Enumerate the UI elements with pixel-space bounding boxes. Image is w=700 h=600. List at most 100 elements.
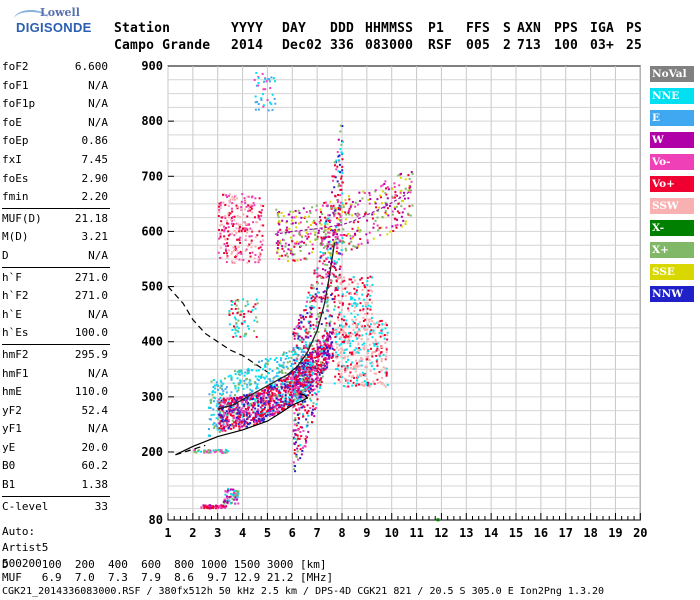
echo-point xyxy=(231,215,234,218)
echo-point xyxy=(337,212,340,215)
echo-point xyxy=(411,172,414,175)
echo-point xyxy=(258,420,261,423)
echo-point xyxy=(299,448,302,451)
echo-point xyxy=(357,203,360,206)
echo-point xyxy=(254,382,257,385)
echo-point xyxy=(268,412,271,415)
echo-point xyxy=(331,272,334,275)
echo-point xyxy=(319,311,322,314)
echo-point xyxy=(263,80,266,83)
echo-point xyxy=(298,394,301,397)
echo-point xyxy=(293,378,296,381)
echo-point xyxy=(210,505,213,508)
echo-point xyxy=(261,408,264,411)
echo-point xyxy=(337,241,340,244)
echo-point xyxy=(328,231,331,234)
echo-point xyxy=(395,226,398,229)
echo-point xyxy=(338,163,341,166)
echo-point xyxy=(399,224,402,227)
echo-point xyxy=(256,100,259,103)
echo-point xyxy=(234,328,237,331)
echo-point xyxy=(293,423,296,426)
echo-point xyxy=(293,393,296,396)
echo-point xyxy=(336,201,339,204)
echo-point xyxy=(307,384,310,387)
echo-point xyxy=(274,393,277,396)
echo-point xyxy=(295,386,298,389)
echo-point xyxy=(255,392,258,395)
echo-point xyxy=(324,317,327,320)
echo-point xyxy=(354,301,357,304)
echo-point xyxy=(320,211,323,214)
echo-point xyxy=(337,276,340,279)
echo-point xyxy=(351,368,354,371)
echo-point xyxy=(232,488,235,491)
header-value-8: 713 xyxy=(517,38,542,53)
echo-point xyxy=(322,276,325,279)
echo-point xyxy=(278,363,281,366)
echo-point xyxy=(227,212,230,215)
echo-point xyxy=(337,138,340,141)
echo-point xyxy=(327,361,330,364)
echo-point xyxy=(284,403,287,406)
echo-point xyxy=(300,382,303,385)
echo-point xyxy=(402,200,405,203)
echo-point xyxy=(303,375,306,378)
echo-point xyxy=(294,429,297,432)
echo-point xyxy=(323,358,326,361)
echo-point xyxy=(339,124,342,127)
echo-point xyxy=(251,211,254,214)
param-row-he: h`E N/A xyxy=(2,306,110,325)
echo-point xyxy=(310,297,313,300)
echo-point xyxy=(221,408,224,411)
echo-point xyxy=(266,99,269,102)
echo-point xyxy=(273,394,276,397)
echo-point xyxy=(359,278,362,281)
echo-point xyxy=(322,354,325,357)
echo-point xyxy=(235,406,238,409)
echo-point xyxy=(336,346,339,349)
echo-point xyxy=(298,339,301,342)
echo-point xyxy=(311,206,314,209)
echo-point xyxy=(362,190,365,193)
echo-point xyxy=(353,365,356,368)
echo-point xyxy=(320,367,323,370)
echo-point xyxy=(237,389,240,392)
echo-point xyxy=(358,347,361,350)
echo-point xyxy=(259,401,262,404)
echo-point xyxy=(246,228,249,231)
echo-point xyxy=(323,290,326,293)
echo-point xyxy=(337,224,340,227)
echo-point xyxy=(245,399,248,402)
echo-point xyxy=(216,428,219,431)
param-value: 20.0 xyxy=(81,440,109,454)
echo-point xyxy=(336,217,339,220)
echo-point xyxy=(295,394,298,397)
echo-point xyxy=(221,451,224,454)
echo-point xyxy=(304,372,307,375)
echo-point xyxy=(383,182,386,185)
echo-point xyxy=(210,507,213,510)
echo-point xyxy=(238,382,241,385)
echo-point xyxy=(286,385,289,388)
echo-point xyxy=(310,308,313,311)
echo-point xyxy=(360,324,363,327)
echo-point xyxy=(299,426,302,429)
distance-row: D 100 200 400 600 800 1000 1500 3000 [km… xyxy=(2,558,327,571)
echo-point xyxy=(264,78,267,81)
echo-point xyxy=(244,227,247,230)
legend-nne: NNE xyxy=(650,88,694,104)
echo-point xyxy=(385,324,388,327)
echo-point xyxy=(348,339,351,342)
echo-point xyxy=(220,385,223,388)
echo-point xyxy=(227,194,230,197)
echo-point xyxy=(320,227,323,230)
echo-point xyxy=(244,304,247,307)
echo-point xyxy=(326,305,329,308)
echo-point xyxy=(317,229,320,232)
echo-point xyxy=(294,395,297,398)
echo-point xyxy=(355,325,358,328)
echo-point xyxy=(243,321,246,324)
echo-point xyxy=(289,391,292,394)
echo-point xyxy=(376,345,379,348)
